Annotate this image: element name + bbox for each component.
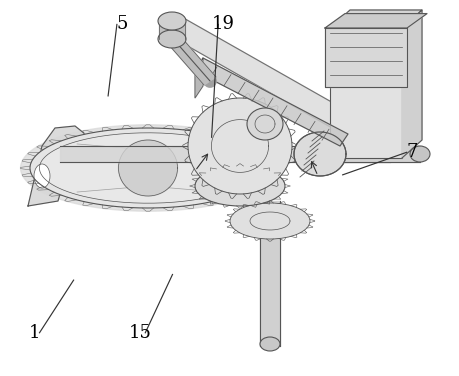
Text: 1: 1 — [28, 324, 40, 342]
FancyBboxPatch shape — [329, 28, 401, 158]
Polygon shape — [168, 37, 216, 85]
Ellipse shape — [409, 146, 429, 162]
Text: 5: 5 — [116, 15, 127, 33]
Polygon shape — [170, 16, 364, 141]
Ellipse shape — [259, 337, 280, 351]
Ellipse shape — [157, 12, 185, 30]
Text: 19: 19 — [211, 15, 234, 33]
Ellipse shape — [195, 166, 285, 206]
Ellipse shape — [188, 98, 291, 194]
Ellipse shape — [246, 108, 282, 140]
Polygon shape — [329, 10, 421, 28]
Polygon shape — [39, 133, 256, 203]
Polygon shape — [337, 44, 393, 64]
Polygon shape — [325, 14, 426, 28]
Polygon shape — [21, 125, 275, 211]
Ellipse shape — [230, 203, 309, 239]
Text: 15: 15 — [129, 324, 151, 342]
Ellipse shape — [293, 132, 345, 176]
Polygon shape — [159, 21, 185, 39]
Text: 7: 7 — [405, 143, 416, 161]
Polygon shape — [325, 28, 406, 86]
Polygon shape — [195, 58, 202, 98]
Polygon shape — [28, 126, 85, 206]
Ellipse shape — [34, 164, 50, 188]
Ellipse shape — [157, 30, 185, 48]
Polygon shape — [30, 128, 265, 208]
Polygon shape — [118, 140, 177, 196]
Polygon shape — [195, 58, 347, 146]
Polygon shape — [401, 10, 421, 158]
